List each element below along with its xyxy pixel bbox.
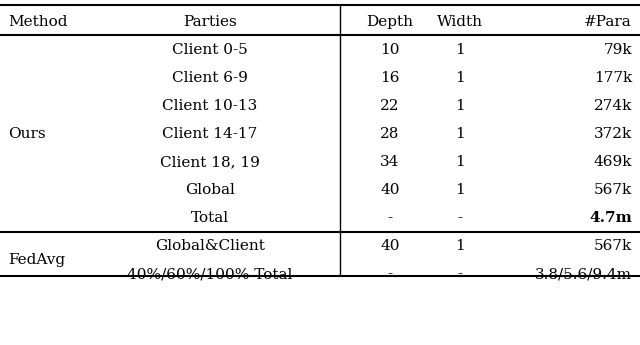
- Text: Ours: Ours: [8, 127, 45, 141]
- Text: Client 18, 19: Client 18, 19: [160, 155, 260, 169]
- Text: Client 14-17: Client 14-17: [163, 127, 258, 141]
- Text: #Para: #Para: [584, 15, 632, 29]
- Text: 372k: 372k: [594, 127, 632, 141]
- Text: 567k: 567k: [594, 183, 632, 197]
- Text: 1: 1: [455, 239, 465, 253]
- Text: 1: 1: [455, 71, 465, 85]
- Text: 274k: 274k: [594, 99, 632, 113]
- Text: 4.7m: 4.7m: [589, 211, 632, 225]
- Text: -: -: [458, 267, 463, 281]
- Text: FedAvg: FedAvg: [8, 253, 65, 267]
- Text: 1: 1: [455, 99, 465, 113]
- Text: 22: 22: [380, 99, 400, 113]
- Text: 79k: 79k: [604, 43, 632, 57]
- Text: Global: Global: [185, 183, 235, 197]
- Text: Client 6-9: Client 6-9: [172, 71, 248, 85]
- Text: 3.8/5.6/9.4m: 3.8/5.6/9.4m: [535, 267, 632, 281]
- Text: 1: 1: [455, 155, 465, 169]
- Text: -: -: [387, 211, 392, 225]
- Text: -: -: [458, 211, 463, 225]
- Text: Total: Total: [191, 211, 229, 225]
- Text: 567k: 567k: [594, 239, 632, 253]
- Text: 1: 1: [455, 43, 465, 57]
- Text: 40%/60%/100% Total: 40%/60%/100% Total: [127, 267, 292, 281]
- Text: Depth: Depth: [367, 15, 413, 29]
- Text: 34: 34: [380, 155, 400, 169]
- Text: 10: 10: [380, 43, 400, 57]
- Text: 469k: 469k: [593, 155, 632, 169]
- Text: 40: 40: [380, 239, 400, 253]
- Text: 40: 40: [380, 183, 400, 197]
- Text: Width: Width: [437, 15, 483, 29]
- Text: 177k: 177k: [594, 71, 632, 85]
- Text: Client 10-13: Client 10-13: [163, 99, 258, 113]
- Text: Client 0-5: Client 0-5: [172, 43, 248, 57]
- Text: Global&Client: Global&Client: [155, 239, 265, 253]
- Text: 28: 28: [380, 127, 400, 141]
- Text: -: -: [387, 267, 392, 281]
- Text: 1: 1: [455, 183, 465, 197]
- Text: Method: Method: [8, 15, 67, 29]
- Text: 16: 16: [380, 71, 400, 85]
- Text: Parties: Parties: [183, 15, 237, 29]
- Text: 1: 1: [455, 127, 465, 141]
